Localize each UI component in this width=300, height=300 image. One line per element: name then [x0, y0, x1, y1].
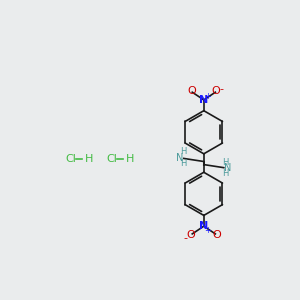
- Text: N: N: [224, 164, 231, 173]
- Text: -: -: [220, 84, 224, 94]
- Text: H: H: [126, 154, 134, 164]
- Text: +: +: [204, 226, 211, 235]
- Text: N: N: [176, 153, 184, 163]
- Text: Cl: Cl: [65, 154, 76, 164]
- Text: N: N: [199, 221, 208, 231]
- Text: H: H: [222, 158, 229, 167]
- Text: H: H: [222, 169, 229, 178]
- Text: O: O: [212, 230, 221, 240]
- Text: N: N: [199, 95, 208, 105]
- Text: -: -: [183, 233, 187, 243]
- Text: H: H: [180, 159, 186, 168]
- Text: Cl: Cl: [106, 154, 117, 164]
- Text: H: H: [180, 147, 186, 156]
- Text: +: +: [204, 92, 211, 100]
- Text: O: O: [187, 86, 196, 96]
- Text: O: O: [186, 230, 195, 240]
- Text: O: O: [212, 86, 220, 96]
- Text: H: H: [85, 154, 94, 164]
